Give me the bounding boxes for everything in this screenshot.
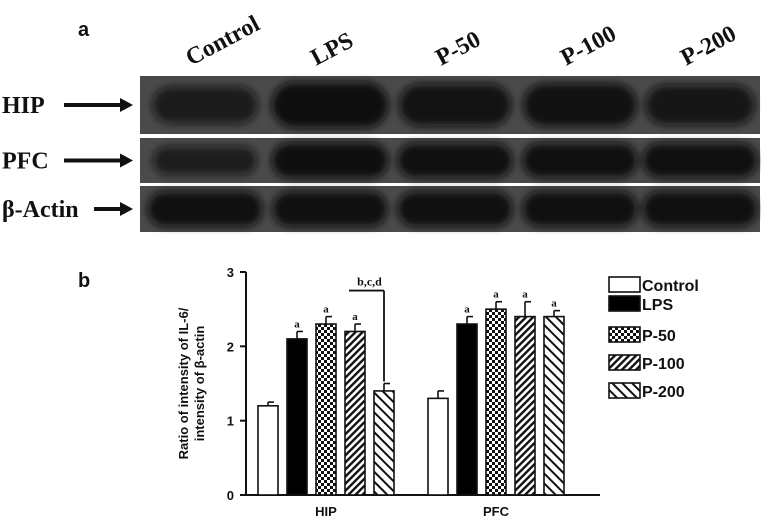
band-pfc-lps [271,142,389,179]
band-pfc-control [153,146,257,175]
lane-label-p-100: P-100 [557,21,621,71]
bar-pfc-lps [456,323,478,496]
legend-label-p-50: P-50 [642,328,676,345]
legend-swatch-control [608,276,641,293]
legend-label-p-100: P-100 [642,356,685,373]
bar-hip-p-50 [315,323,337,496]
bar-hip-control [257,404,279,496]
legend-swatch-p-200 [608,382,641,399]
band-beta-actin-control [147,191,263,227]
row-label-hip: HIP [2,93,45,119]
band-beta-actin-p-200 [642,191,758,227]
significance-label: a [522,289,528,301]
y-tick-label: 0 [227,488,234,503]
row-label-beta-actin: β-Actin [2,197,79,223]
band-hip-p-50 [398,83,512,127]
y-tick-label: 3 [227,265,234,280]
legend-label-p-200: P-200 [642,384,685,401]
row-label-pfc: PFC [2,149,49,175]
band-pfc-p-200 [642,143,758,178]
bar-hip-p-100 [344,330,366,496]
y-axis-label-line: Ratio of intensity of IL-6/ [176,307,191,459]
legend-label-control: Control [642,278,699,295]
arrow-head-beta-actin [120,202,133,216]
lane-label-p-200: P-200 [677,21,741,71]
bar-pfc-p-50 [485,308,507,496]
band-hip-p-200 [645,84,755,126]
bar-pfc-control [427,397,449,496]
chart-legend: Control LPS P-50 P-100 P-200 [608,276,699,401]
arrow-head-hip [120,98,133,112]
significance-label: a [493,289,499,301]
lane-label-p-50: P-50 [432,26,485,71]
bar-pfc-p-100 [514,315,536,496]
lane-label-control: Control [182,11,265,71]
annotation-label: b,c,d [357,275,382,289]
lane-labels: Control LPS P-50 P-100 P-200 [182,11,741,71]
legend-swatch-p-50 [608,326,641,343]
legend-label-lps: LPS [642,297,673,314]
band-beta-actin-p-50 [397,191,513,227]
significance-label: a [294,318,300,330]
significance-label: a [323,304,329,316]
band-hip-control [152,86,258,124]
lane-label-lps: LPS [307,28,358,72]
legend-swatch-lps [608,295,641,312]
x-category-label-hip: HIP [315,504,337,519]
arrow-head-pfc [120,153,133,168]
band-pfc-p-50 [397,143,513,178]
band-beta-actin-lps [272,191,388,227]
y-tick-label: 2 [227,339,234,354]
significance-label: a [551,298,557,310]
y-axis-label-line: intensity of β-actin [192,326,207,442]
panel-b-letter: b [78,270,90,292]
bar-chart: 0 1 2 3 Ratio of intensity of IL-6/intensity… [176,265,600,519]
band-hip-p-100 [523,83,637,127]
panel-a-letter: a [78,19,90,41]
significance-label: a [352,311,358,323]
y-tick-label: 1 [227,414,234,429]
legend-swatch-p-100 [608,354,641,371]
x-category-label-pfc: PFC [483,504,510,519]
band-beta-actin-p-100 [522,191,638,227]
bar-pfc-p-200 [543,315,565,496]
western-blot: HIP PFC β-Actin [2,76,760,232]
bar-hip-p-200 [373,390,395,496]
band-hip-lps [271,82,389,128]
band-pfc-p-100 [522,143,638,178]
significance-label: a [464,304,470,316]
bar-hip-lps [286,338,308,496]
